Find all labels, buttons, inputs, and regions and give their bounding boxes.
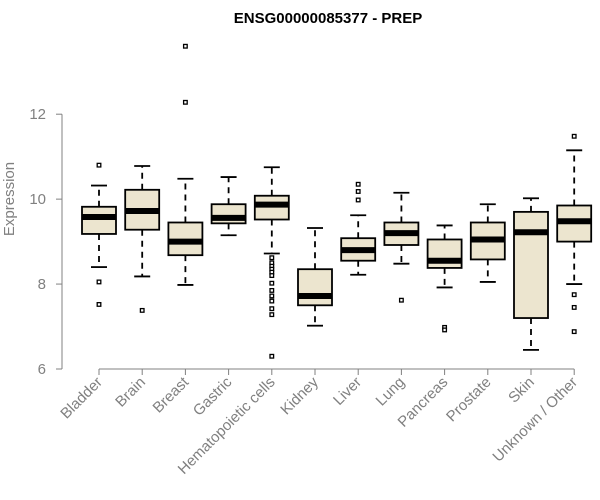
x-tick-label: Lung [373, 374, 409, 410]
outlier-point [442, 327, 448, 333]
y-tick-label: 10 [29, 191, 46, 208]
x-tick-label: Kidney [277, 373, 322, 418]
iqr-box [297, 268, 333, 307]
box-group-kidney [297, 227, 333, 327]
iqr-box [81, 205, 117, 235]
box-group-prostate [469, 203, 506, 283]
outlier-point [96, 301, 102, 307]
y-axis: 6 8 10 12 [29, 106, 63, 378]
box-group-liver [340, 181, 377, 276]
outlier-point [571, 304, 577, 310]
outlier-point [182, 99, 188, 105]
outlier-point [269, 287, 275, 293]
outlier-point [269, 312, 275, 318]
outlier-point [269, 273, 275, 279]
box-group-lung [383, 191, 420, 303]
outlier-point [571, 329, 577, 335]
outlier-point [269, 306, 275, 312]
box-group-skin [513, 197, 549, 351]
outlier-point [269, 255, 275, 261]
box-group-pancreas [426, 224, 463, 333]
outlier-point [269, 298, 275, 304]
outlier-point [96, 279, 102, 285]
iqr-box [513, 210, 549, 319]
box-group-bladder [81, 162, 117, 307]
y-tick-label: 6 [38, 361, 46, 378]
box-group-gastric [210, 176, 247, 237]
y-axis-title: Expression [1, 162, 18, 236]
outlier-point [96, 162, 102, 168]
box-group-unknown-other [556, 133, 593, 335]
box-group-breast [167, 43, 204, 286]
outlier-point [269, 293, 275, 299]
x-tick-label: Breast [150, 373, 193, 416]
outlier-point [269, 353, 275, 359]
plot-area [81, 43, 593, 359]
outlier-point [139, 307, 145, 313]
x-tick-label: Liver [330, 374, 365, 409]
x-tick-label: Bladder [57, 374, 106, 423]
outlier-point [571, 292, 577, 298]
x-tick-label: Prostate [443, 374, 495, 426]
y-tick-label: 12 [29, 106, 46, 123]
outlier-point [182, 43, 188, 49]
x-tick-label: Skin [505, 374, 538, 407]
outlier-point [571, 133, 577, 139]
y-tick-label: 8 [38, 276, 46, 293]
outlier-point [398, 297, 404, 303]
outlier-point [355, 181, 361, 187]
chart-title: ENSG00000085377 - PREP [234, 10, 422, 27]
box-group-brain [124, 165, 161, 313]
outlier-point [269, 280, 275, 286]
box-group-hematopoietic-cells [253, 166, 290, 359]
x-tick-label: Brain [112, 374, 149, 411]
outlier-point [355, 197, 361, 203]
outlier-point [355, 189, 361, 194]
